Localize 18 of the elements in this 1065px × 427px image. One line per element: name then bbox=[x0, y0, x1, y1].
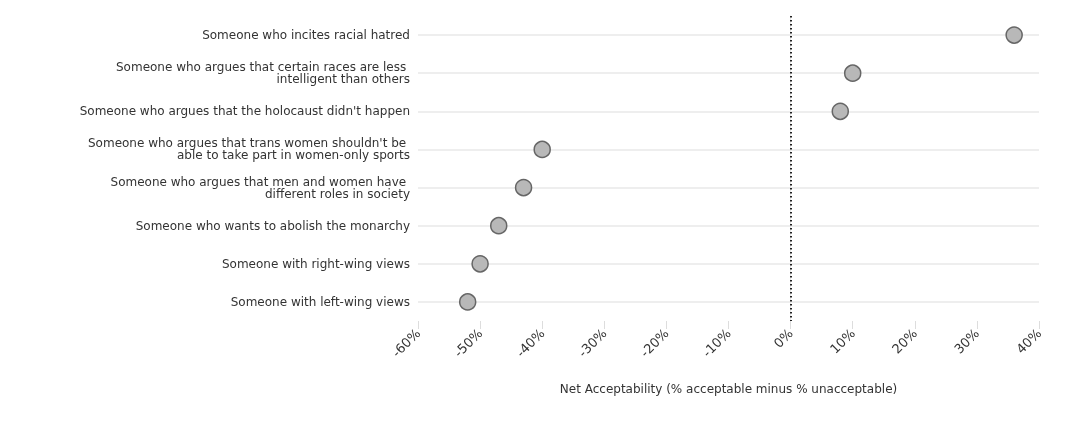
point bbox=[831, 102, 850, 121]
point bbox=[458, 293, 477, 311]
y-tick-label: Someone who argues that certain races are less intelligent than others bbox=[116, 60, 410, 87]
y-tick-label: Someone who argues that the holocaust didn't happen bbox=[79, 104, 410, 119]
point bbox=[1005, 26, 1023, 44]
x-tick-label: 0% bbox=[770, 325, 796, 351]
point bbox=[843, 64, 862, 82]
y-tick-label: Someone who argues that trans women shouldn't be able to take part in women-only sports bbox=[88, 136, 410, 163]
y-tick-label: Someone who argues that men and women have different roles in society bbox=[110, 174, 410, 201]
y-tick-label: Someone with right-wing views bbox=[221, 256, 410, 271]
point bbox=[514, 178, 533, 197]
y-tick-label: Someone with left-wing views bbox=[230, 294, 410, 309]
y-tick-label: Someone who wants to abolish the monarchy bbox=[135, 218, 410, 233]
point bbox=[471, 255, 489, 273]
point bbox=[490, 216, 508, 235]
x-axis-title: Net Acceptability (% acceptable minus % unacceptable) bbox=[559, 382, 898, 396]
point bbox=[533, 140, 551, 159]
y-tick-label: Someone who incites racial hatred bbox=[202, 28, 410, 43]
